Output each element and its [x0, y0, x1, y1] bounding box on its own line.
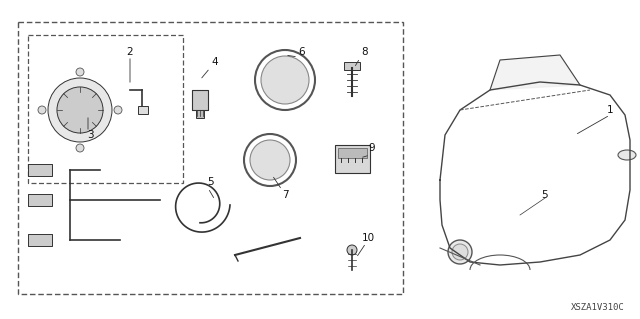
Text: 5: 5	[541, 190, 548, 200]
Bar	[28, 35, 183, 183]
Text: XSZA1V310C: XSZA1V310C	[571, 303, 625, 313]
Bar	[138, 106, 148, 114]
Bar	[196, 110, 204, 118]
Circle shape	[76, 68, 84, 76]
Bar	[28, 234, 52, 246]
Circle shape	[114, 106, 122, 114]
Bar	[344, 62, 360, 70]
Polygon shape	[490, 55, 580, 90]
Text: 2: 2	[127, 47, 133, 57]
Bar	[18, 22, 403, 294]
Circle shape	[38, 106, 46, 114]
Text: 10: 10	[362, 233, 374, 243]
Circle shape	[448, 240, 472, 264]
Bar	[335, 145, 370, 173]
Circle shape	[48, 78, 112, 142]
Ellipse shape	[618, 150, 636, 160]
Bar	[338, 148, 367, 158]
Bar	[192, 90, 208, 110]
Circle shape	[250, 140, 290, 180]
Circle shape	[76, 144, 84, 152]
Text: 4: 4	[212, 57, 218, 67]
Text: 6: 6	[299, 47, 305, 57]
Circle shape	[347, 245, 357, 255]
Circle shape	[261, 56, 309, 104]
Circle shape	[452, 244, 468, 260]
Text: 7: 7	[282, 190, 288, 200]
Circle shape	[57, 87, 103, 133]
Bar	[28, 194, 52, 206]
Text: 3: 3	[86, 130, 93, 140]
Bar	[28, 164, 52, 176]
Text: 1: 1	[607, 105, 613, 115]
Text: 8: 8	[362, 47, 368, 57]
Text: 5: 5	[207, 177, 213, 187]
Text: 9: 9	[369, 143, 375, 153]
